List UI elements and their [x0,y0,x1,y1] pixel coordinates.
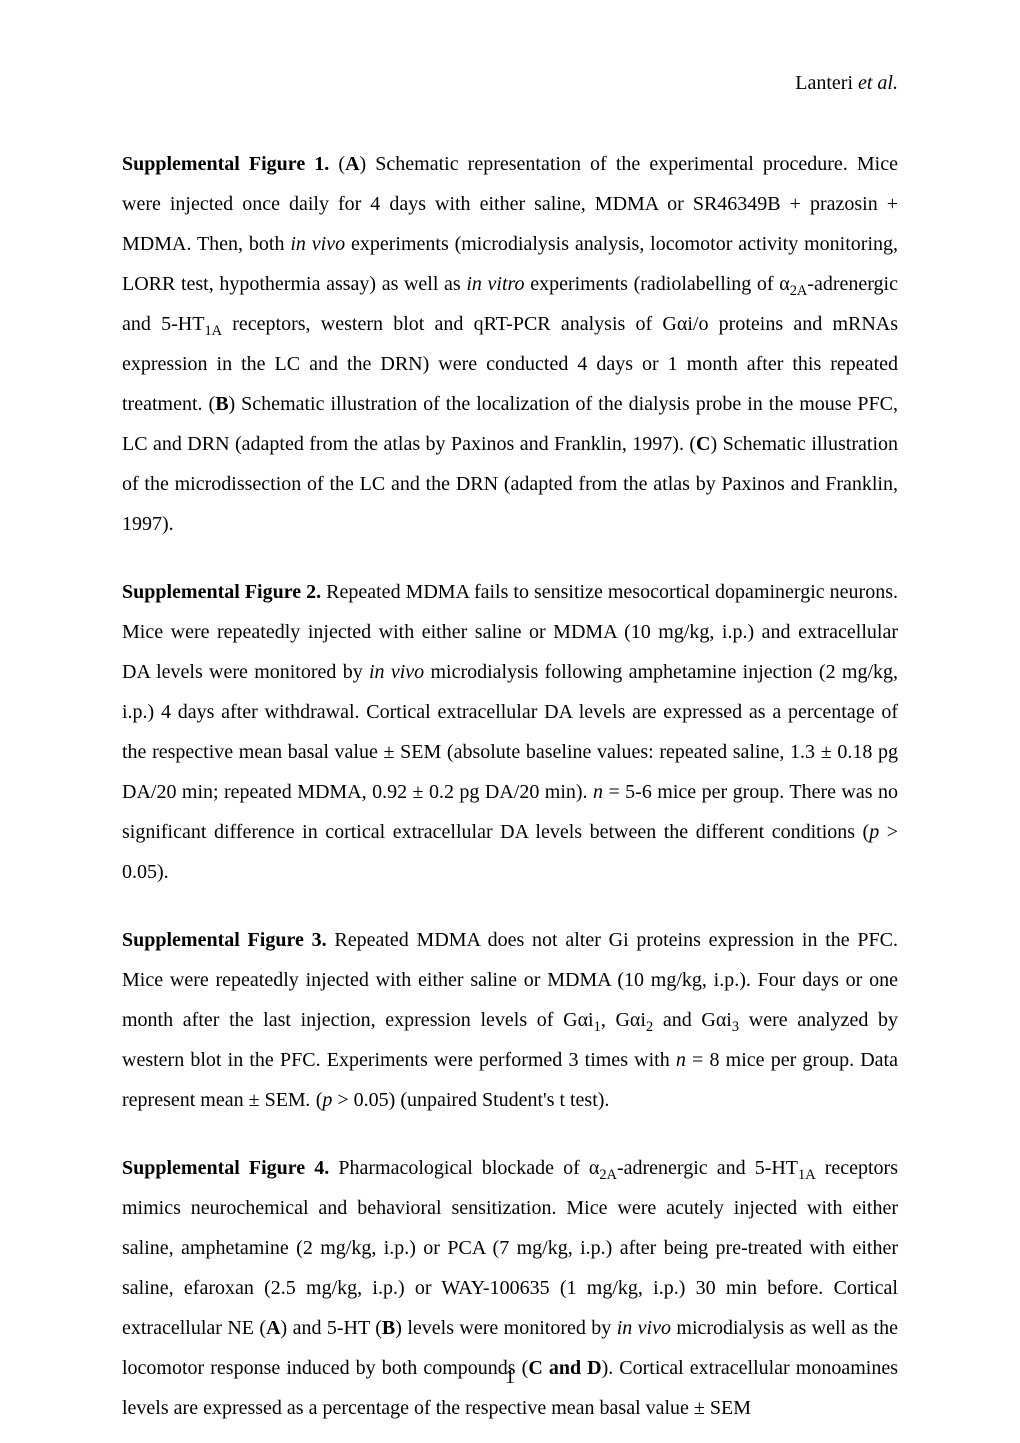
paragraph-supp-fig-1: Supplemental Figure 1. (A) Schematic rep… [122,144,898,544]
body-text: Supplemental Figure 1. (A) Schematic rep… [122,144,898,1428]
paragraph-supp-fig-3: Supplemental Figure 3. Repeated MDMA doe… [122,920,898,1120]
page-number: 1 [0,1366,1020,1389]
running-head-author: Lanteri [795,72,858,94]
paragraph-supp-fig-2: Supplemental Figure 2. Repeated MDMA fai… [122,572,898,892]
running-head-etal: et al. [858,72,898,94]
page: Lanteri et al. Supplemental Figure 1. (A… [0,0,1020,1443]
running-head: Lanteri et al. [795,72,898,95]
